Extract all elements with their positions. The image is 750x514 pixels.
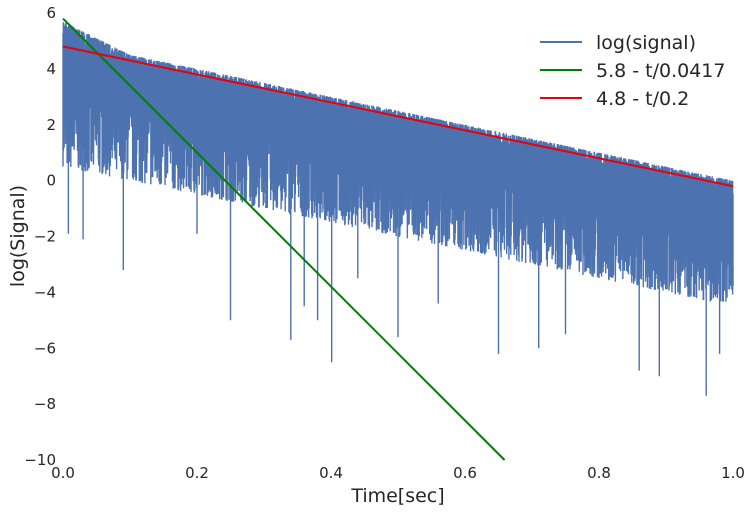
fit-lines-layer	[62, 17, 734, 461]
legend-entry-fit-1: 5.8 - t/0.0417	[540, 60, 725, 82]
signal-series-layer	[62, 22, 734, 396]
y-tick-label: −8	[34, 395, 56, 413]
y-tick-label: −10	[24, 451, 56, 469]
legend: log(signal) 5.8 - t/0.0417 4.8 - t/0.2	[540, 32, 725, 110]
y-tick-labels: 6 4 2 0 −2 −4 −6 −8 −10	[24, 4, 56, 469]
y-tick-label: 4	[46, 60, 56, 78]
y-tick-label: 6	[46, 4, 56, 22]
x-tick-label: 1.0	[721, 464, 745, 482]
x-tick-label: 0.8	[587, 464, 611, 482]
legend-label: log(signal)	[596, 32, 696, 54]
y-tick-label: −6	[34, 339, 56, 357]
fit-line-red	[62, 45, 734, 188]
legend-entry-fit-2: 4.8 - t/0.2	[540, 88, 689, 110]
y-tick-label: −4	[34, 283, 56, 301]
y-axis-label: log(Signal)	[7, 185, 29, 287]
x-tick-labels: 0.0 0.2 0.4 0.6 0.8 1.0	[51, 464, 745, 482]
x-tick-label: 0.2	[185, 464, 209, 482]
fit-line-green	[62, 17, 506, 461]
x-axis-label: Time[sec]	[350, 485, 444, 507]
y-tick-label: 2	[46, 116, 56, 134]
x-tick-label: 0.0	[51, 464, 75, 482]
signal-line	[62, 22, 734, 396]
y-tick-label: 0	[46, 172, 56, 190]
legend-entry-signal: log(signal)	[540, 32, 696, 54]
legend-label: 4.8 - t/0.2	[596, 88, 689, 110]
x-tick-label: 0.4	[319, 464, 343, 482]
legend-label: 5.8 - t/0.0417	[596, 60, 725, 82]
x-tick-label: 0.6	[453, 464, 477, 482]
y-tick-label: −2	[34, 228, 56, 246]
